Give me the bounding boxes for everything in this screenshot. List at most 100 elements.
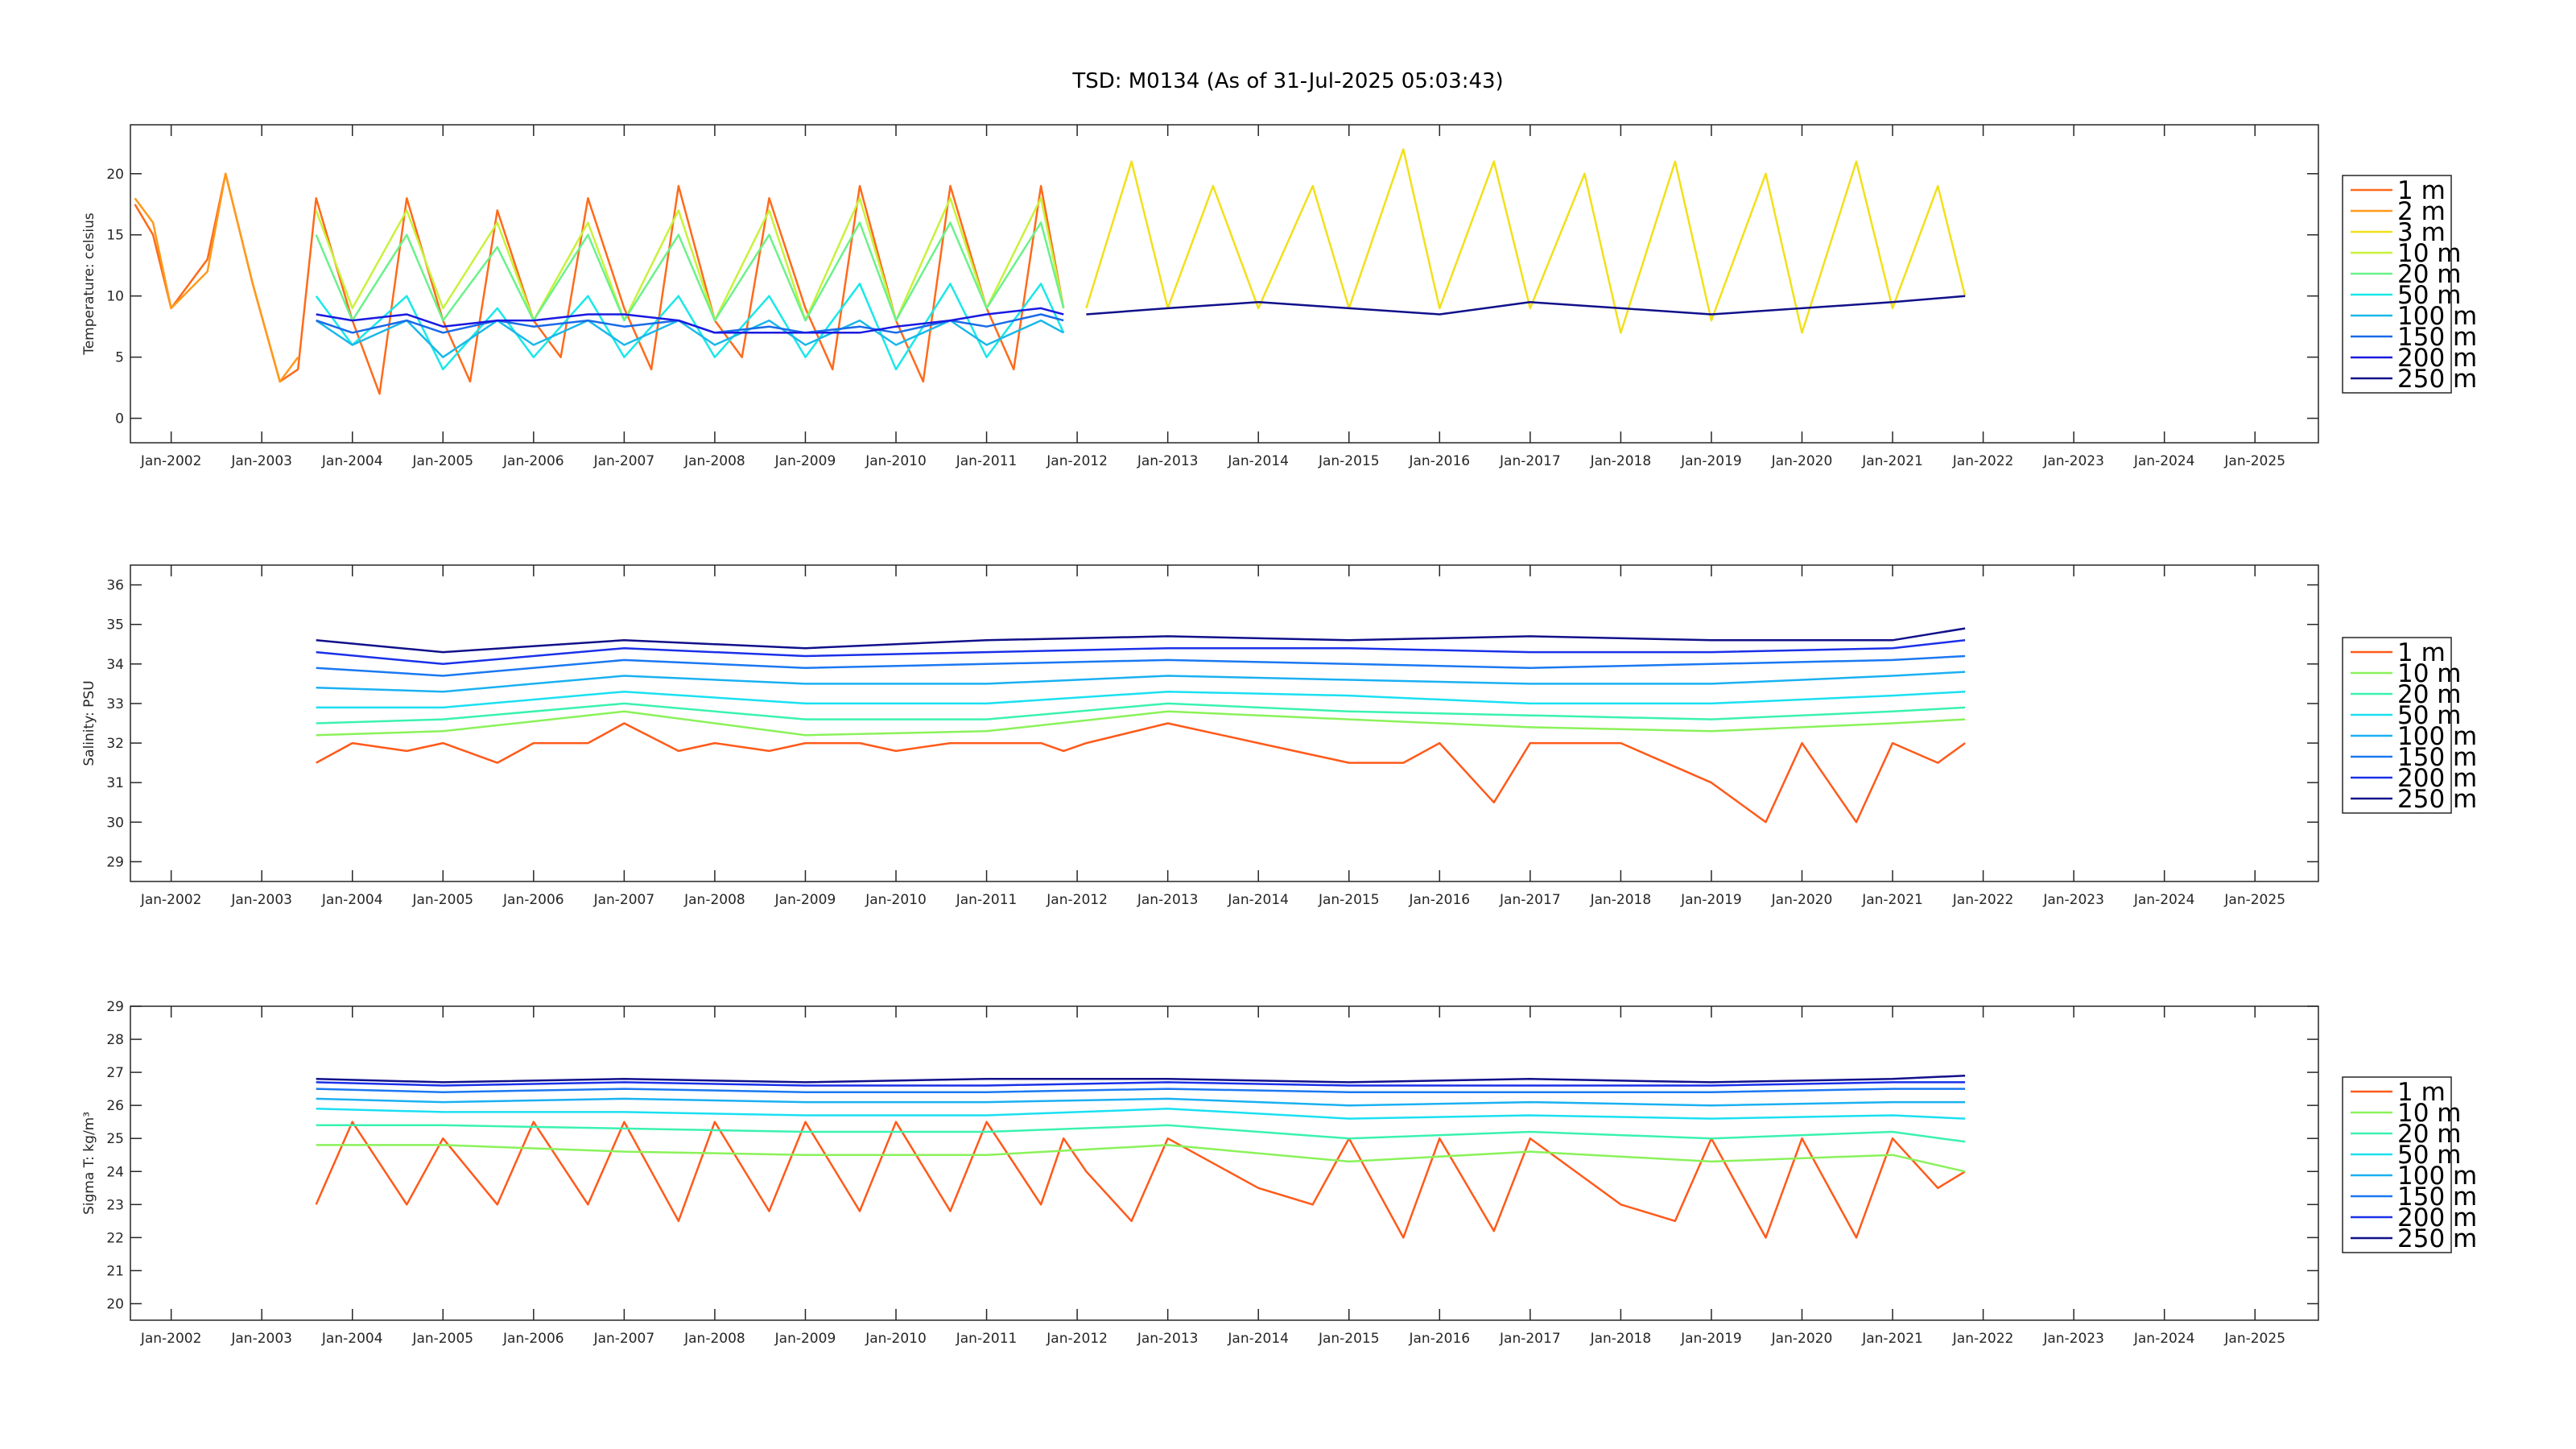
x-tick-label: Jan-2010 (865, 1331, 927, 1347)
series-line-100m (316, 319, 1064, 358)
series-group (134, 148, 1967, 395)
y-tick-label: 15 (106, 228, 124, 244)
x-tick-label: Jan-2008 (683, 1331, 745, 1347)
figure-title: TSD: M0134 (As of 31-Jul-2025 05:03:43) (1072, 69, 1504, 93)
y-tick-label: 28 (106, 1032, 124, 1048)
x-tick-label: Jan-2014 (1227, 453, 1289, 469)
legend-label: 200 m (2397, 344, 2477, 373)
series-group (316, 627, 1966, 824)
x-tick-label: Jan-2002 (140, 1331, 202, 1347)
series-line-100m (316, 1097, 1966, 1107)
x-tick-label: Jan-2003 (230, 453, 292, 469)
y-tick-label: 29 (106, 999, 124, 1015)
legend-label: 50 m (2397, 1141, 2462, 1170)
x-tick-label: Jan-2024 (2133, 892, 2195, 908)
y-tick-label: 20 (106, 1296, 124, 1312)
legend-label: 50 m (2397, 701, 2462, 730)
y-tick-label: 29 (106, 854, 124, 870)
legend-label: 10 m (2397, 1099, 2462, 1128)
x-tick-label: Jan-2011 (956, 1331, 1018, 1347)
series-line-2m (134, 172, 299, 383)
series-line-20m (315, 221, 1065, 322)
y-tick-label: 33 (106, 696, 124, 712)
legend-label: 1 m (2397, 176, 2446, 205)
legend-label: 150 m (2397, 743, 2477, 772)
x-tick-label: Jan-2020 (1771, 453, 1833, 469)
y-tick-label: 5 (115, 350, 124, 366)
y-tick-label: 35 (106, 617, 124, 634)
legend-label: 100 m (2397, 302, 2477, 331)
x-tick-label: Jan-2018 (1590, 1331, 1652, 1347)
legend-box (2342, 637, 2452, 814)
series-line-200m (316, 1081, 1966, 1087)
y-tick-label: 34 (106, 657, 124, 673)
x-tick-label: Jan-2010 (865, 892, 927, 908)
x-tick-label: Jan-2021 (1861, 453, 1923, 469)
x-tick-label: Jan-2024 (2133, 1331, 2195, 1347)
legend-label: 100 m (2397, 1162, 2477, 1191)
chart-panel-2: 29 30 31 32 33 34 35 36 Jan-2002 Jan-2003 Jan-2004… (81, 564, 2477, 908)
x-tick-label: Jan-2014 (1227, 892, 1289, 908)
x-tick-label: Jan-2010 (865, 453, 927, 469)
x-tick-label: Jan-2005 (411, 892, 473, 908)
plot-area (130, 1005, 2319, 1321)
y-tick-label: 24 (106, 1164, 124, 1180)
x-tick-label: Jan-2007 (593, 1331, 655, 1347)
series-line-100m (316, 671, 1966, 693)
series-line-10m (315, 196, 1065, 322)
x-tick-label: Jan-2018 (1590, 453, 1652, 469)
legend-label: 10 m (2397, 239, 2462, 268)
legend-label: 20 m (2397, 680, 2462, 709)
legend-label: 50 m (2397, 281, 2462, 310)
x-tick-label: Jan-2021 (1861, 1331, 1923, 1347)
series-line-3m (1085, 148, 1967, 334)
series-line-1m (316, 722, 1966, 824)
x-tick-label: Jan-2016 (1408, 1331, 1470, 1347)
x-tick-label: Jan-2020 (1771, 892, 1833, 908)
x-tick-label: Jan-2002 (140, 892, 202, 908)
y-tick-label: 36 (106, 578, 124, 594)
legend-label: 200 m (2397, 764, 2477, 793)
series-line-250m (316, 627, 1966, 654)
x-tick-label: Jan-2005 (411, 1331, 473, 1347)
x-tick-label: Jan-2015 (1318, 453, 1380, 469)
plot-area (130, 124, 2319, 444)
x-tick-label: Jan-2016 (1408, 453, 1470, 469)
series-line-200m (316, 639, 1966, 666)
legend-label: 100 m (2397, 722, 2477, 751)
x-tick-label: Jan-2017 (1499, 892, 1561, 908)
x-tick-label: Jan-2017 (1499, 453, 1561, 469)
series-line-10m (316, 710, 1966, 737)
series-line-250m (316, 1074, 1966, 1084)
x-tick-label: Jan-2003 (230, 1331, 292, 1347)
x-tick-label: Jan-2002 (140, 453, 202, 469)
legend-label: 1 m (2397, 638, 2446, 667)
legend-label: 150 m (2397, 323, 2477, 352)
y-tick-label: 26 (106, 1098, 124, 1114)
legend-label: 250 m (2397, 785, 2477, 814)
series-line-150m (316, 1088, 1966, 1093)
legend-label: 20 m (2397, 1120, 2462, 1149)
y-tick-label: 22 (106, 1230, 124, 1246)
x-tick-label: Jan-2012 (1046, 1331, 1108, 1347)
y-tick-label: 21 (106, 1263, 124, 1279)
x-tick-label: Jan-2014 (1227, 1331, 1289, 1347)
x-tick-label: Jan-2020 (1771, 1331, 1833, 1347)
x-tick-label: Jan-2015 (1318, 1331, 1380, 1347)
x-tick-label: Jan-2007 (593, 892, 655, 908)
legend-label: 1 m (2397, 1078, 2446, 1107)
series-line-20m (316, 1124, 1966, 1143)
y-tick-label: 27 (106, 1065, 124, 1081)
y-tick-label: 30 (106, 815, 124, 831)
x-tick-label: Jan-2006 (502, 453, 564, 469)
series-line-200m (316, 307, 1064, 334)
x-tick-label: Jan-2005 (411, 453, 473, 469)
x-tick-label: Jan-2007 (593, 453, 655, 469)
chart-panel-3: 20 21 22 23 24 25 26 27 28 29 Jan-2002 Jan-2003 Jan-… (81, 999, 2477, 1347)
series-line-50m (316, 1108, 1966, 1120)
x-tick-label: Jan-2013 (1137, 453, 1199, 469)
x-tick-label: Jan-2024 (2133, 453, 2195, 469)
